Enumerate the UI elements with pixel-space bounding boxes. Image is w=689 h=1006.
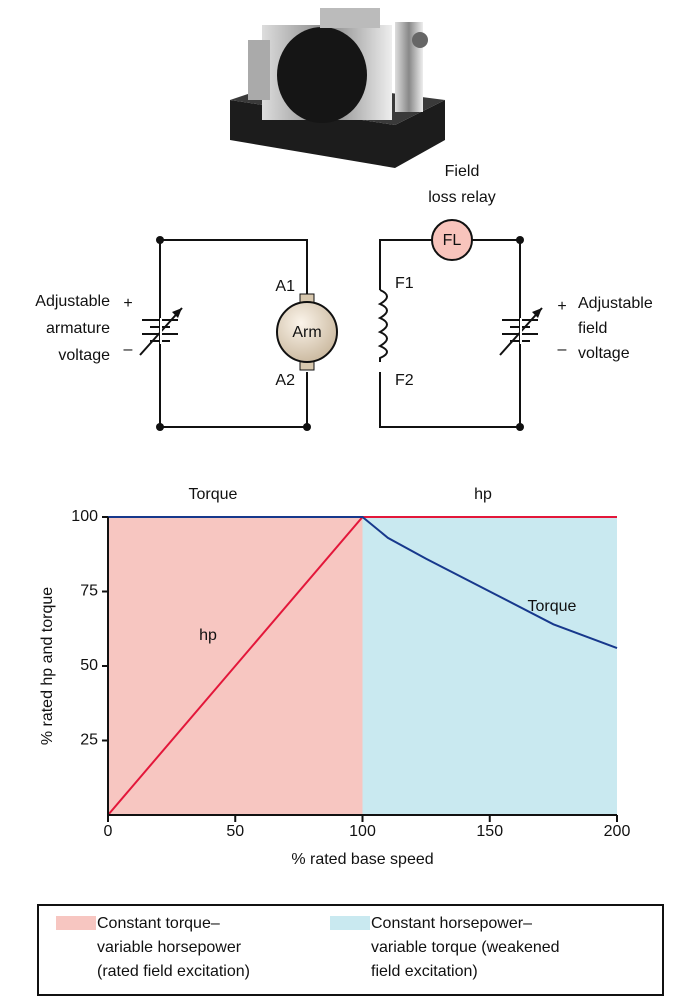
x-tick-label: 50 — [226, 823, 244, 840]
x-tick-label: 100 — [349, 823, 376, 840]
field-label: voltage — [578, 345, 630, 362]
series-line — [108, 516, 618, 650]
y-tick-label: 100 — [71, 508, 98, 525]
armature-plus: + — [123, 295, 132, 312]
chart: Constant torque– variable horsepower (rate… — [39, 486, 630, 980]
legend-label: Constant horsepower– — [371, 915, 532, 932]
relay-photo — [230, 8, 445, 168]
y-tick-label: 75 — [80, 583, 98, 600]
relay-label: Field — [445, 163, 480, 180]
annotation: hp — [474, 486, 492, 503]
circuit: Arm FL Field loss relay Adjustable armat… — [35, 163, 653, 431]
annotation: Torque — [528, 598, 577, 615]
terminal-label: A1 — [275, 278, 295, 295]
x-axis-label: % rated base speed — [291, 851, 433, 868]
x-tick-label: 0 — [104, 823, 113, 840]
terminal-label: F1 — [395, 275, 414, 292]
armature-label: Adjustable — [35, 293, 110, 310]
legend-label: field excitation) — [371, 963, 478, 980]
armature-minus: – — [124, 341, 133, 358]
relay-symbol: FL — [443, 232, 462, 249]
field-plus: + — [557, 298, 566, 315]
annotation: hp — [199, 627, 217, 644]
field-minus: – — [558, 341, 567, 358]
terminal-label: F2 — [395, 372, 414, 389]
annotation: Torque — [189, 486, 238, 503]
x-tick-label: 150 — [476, 823, 503, 840]
field-label: field — [578, 320, 607, 337]
legend-label: Constant torque– — [97, 915, 220, 932]
y-tick-label: 50 — [80, 657, 98, 674]
motor-symbol: Arm — [292, 324, 321, 341]
legend-swatch — [56, 916, 96, 930]
legend-label: (rated field excitation) — [97, 963, 250, 980]
armature-label: voltage — [58, 347, 110, 364]
legend-label: variable horsepower — [97, 939, 242, 956]
y-tick-label: 25 — [80, 732, 98, 749]
legend-swatch — [330, 916, 370, 930]
armature-label: armature — [46, 320, 110, 337]
terminal-label: A2 — [275, 372, 295, 389]
field-label: Adjustable — [578, 295, 653, 312]
relay-label: loss relay — [428, 189, 496, 206]
region — [362, 517, 617, 815]
legend-label: variable torque (weakened — [371, 939, 560, 956]
y-axis-label: % rated hp and torque — [39, 587, 56, 745]
legend-box — [37, 904, 664, 996]
x-tick-label: 200 — [604, 823, 631, 840]
